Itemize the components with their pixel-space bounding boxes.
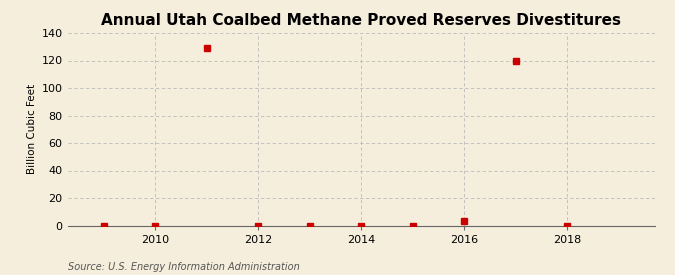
Title: Annual Utah Coalbed Methane Proved Reserves Divestitures: Annual Utah Coalbed Methane Proved Reser… — [101, 13, 621, 28]
Y-axis label: Billion Cubic Feet: Billion Cubic Feet — [28, 84, 37, 174]
Text: Source: U.S. Energy Information Administration: Source: U.S. Energy Information Administ… — [68, 262, 299, 272]
